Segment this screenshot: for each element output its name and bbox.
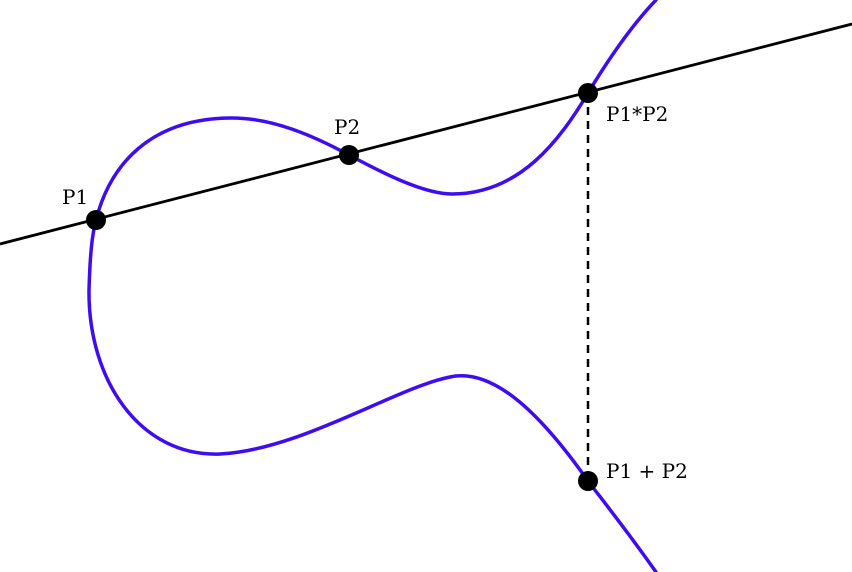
secant-line <box>0 22 852 246</box>
label-p1: P1 <box>62 185 88 209</box>
label-p1-plus-p2: P1 + P2 <box>606 459 688 483</box>
elliptic-curve <box>87 0 658 572</box>
point-p1 <box>86 210 106 230</box>
point-p1-star-p2 <box>578 83 598 103</box>
label-p1-star-p2: P1*P2 <box>606 102 668 126</box>
label-p2: P2 <box>334 115 360 139</box>
point-p1-plus-p2 <box>578 471 598 491</box>
point-p2 <box>339 145 359 165</box>
